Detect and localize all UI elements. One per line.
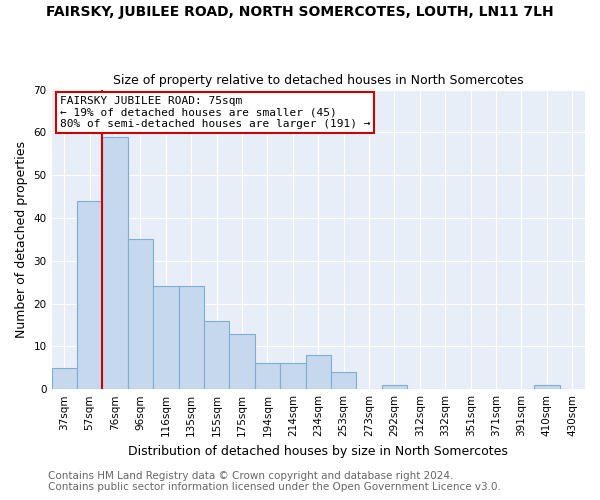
Bar — [305, 355, 331, 389]
Bar — [534, 385, 560, 389]
X-axis label: Distribution of detached houses by size in North Somercotes: Distribution of detached houses by size … — [128, 444, 508, 458]
Bar — [52, 368, 77, 389]
Text: Contains HM Land Registry data © Crown copyright and database right 2024.
Contai: Contains HM Land Registry data © Crown c… — [48, 471, 501, 492]
Bar — [229, 334, 255, 389]
Y-axis label: Number of detached properties: Number of detached properties — [15, 141, 28, 338]
Bar — [204, 320, 229, 389]
Bar — [128, 240, 153, 389]
Bar — [179, 286, 204, 389]
Bar — [280, 364, 305, 389]
Bar — [153, 286, 179, 389]
Text: FAIRSKY JUBILEE ROAD: 75sqm
← 19% of detached houses are smaller (45)
80% of sem: FAIRSKY JUBILEE ROAD: 75sqm ← 19% of det… — [59, 96, 370, 128]
Bar — [382, 385, 407, 389]
Bar — [103, 136, 128, 389]
Text: FAIRSKY, JUBILEE ROAD, NORTH SOMERCOTES, LOUTH, LN11 7LH: FAIRSKY, JUBILEE ROAD, NORTH SOMERCOTES,… — [46, 5, 554, 19]
Bar — [77, 201, 103, 389]
Bar — [255, 364, 280, 389]
Title: Size of property relative to detached houses in North Somercotes: Size of property relative to detached ho… — [113, 74, 524, 87]
Bar — [331, 372, 356, 389]
